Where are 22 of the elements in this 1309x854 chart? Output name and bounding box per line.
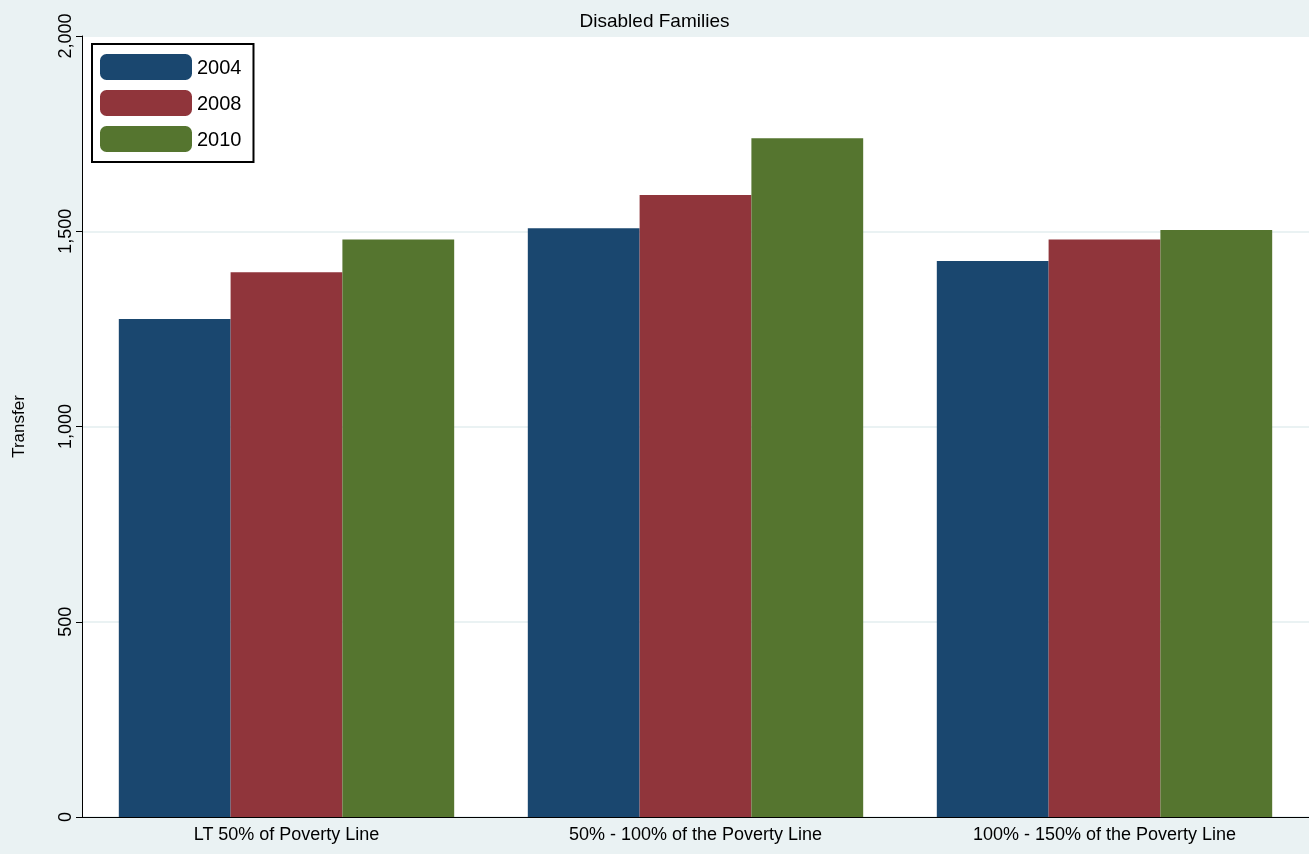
bar — [118, 319, 231, 817]
y-tick-label: 0 — [55, 811, 75, 823]
bar — [639, 194, 752, 817]
x-tick-label: 50% - 100% of the Poverty Line — [568, 824, 823, 844]
x-tick-label: LT 50% of Poverty Line — [193, 824, 380, 844]
legend-label: 2010 — [197, 128, 242, 150]
y-axis-title: Transfer — [9, 394, 28, 458]
y-tick-label: 2,000 — [55, 13, 75, 59]
y-tick-label: 1,000 — [55, 403, 75, 450]
chart-title: Disabled Families — [579, 10, 730, 31]
bar — [936, 260, 1049, 817]
legend-label: 2004 — [197, 56, 242, 78]
bar — [1160, 230, 1273, 817]
y-tick-label: 1,500 — [55, 208, 75, 254]
bar — [751, 138, 864, 817]
bar — [1048, 239, 1161, 817]
x-tick-label: 100% - 150% of the Poverty Line — [972, 824, 1237, 844]
legend-label: 2008 — [197, 92, 242, 114]
bar — [230, 272, 343, 817]
bar — [527, 228, 640, 817]
bar — [342, 239, 455, 817]
y-tick-label: 500 — [55, 606, 75, 637]
